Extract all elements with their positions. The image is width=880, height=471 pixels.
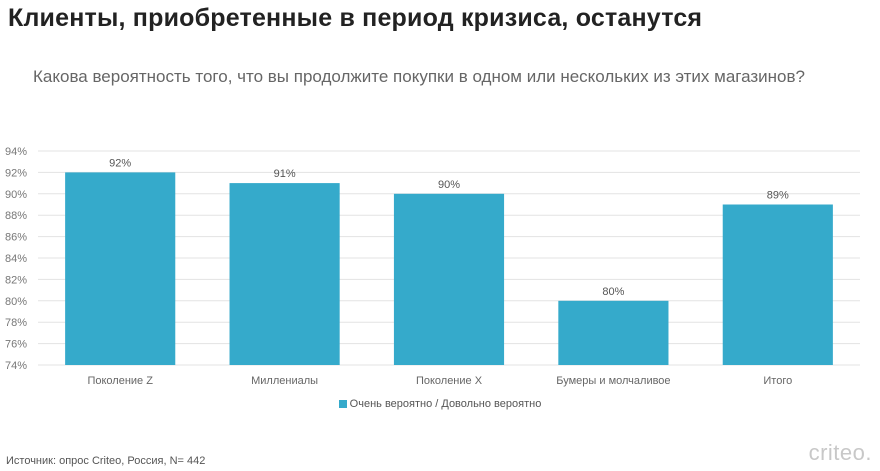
data-label: 90% [438, 179, 460, 191]
page-title: Клиенты, приобретенные в период кризиса,… [8, 4, 703, 32]
y-tick-label: 90% [5, 189, 27, 201]
bar [65, 172, 176, 365]
y-tick-label: 76% [5, 339, 27, 351]
source-note: Источник: опрос Criteo, Россия, N= 442 [6, 455, 206, 467]
legend-swatch [338, 400, 347, 408]
x-tick-label: Бумеры и молчаливое [556, 375, 670, 387]
y-tick-label: 78% [5, 317, 27, 329]
bar-chart: 74% 76% 78% 80% 82% 84% 86% 88% 90% 92% 94% 92% Поко… [5, 146, 860, 387]
data-label: 89% [767, 190, 789, 202]
y-tick-label: 80% [5, 296, 27, 308]
bar [393, 193, 505, 365]
legend: Очень вероятно / Довольно вероятно [0, 398, 880, 410]
data-label: 91% [274, 168, 296, 180]
bar [229, 183, 340, 365]
criteo-logo: criteo. [808, 440, 872, 465]
chart-question: Какова вероятность того, что вы продолжи… [33, 67, 805, 86]
bar [558, 300, 669, 365]
data-label: 80% [602, 286, 624, 298]
y-tick-label: 74% [5, 360, 27, 372]
legend-label: Очень вероятно / Довольно вероятно [349, 398, 542, 410]
y-tick-label: 94% [5, 146, 27, 158]
y-tick-label: 84% [5, 253, 27, 265]
x-tick-label: Поколение Z [87, 375, 153, 387]
x-tick-label: Миллениалы [251, 375, 318, 387]
x-tick-label: Итого [763, 375, 792, 387]
bar [722, 204, 833, 365]
y-tick-label: 86% [5, 232, 27, 244]
y-tick-label: 88% [5, 210, 27, 222]
y-tick-label: 82% [5, 274, 27, 286]
x-tick-label: Поколение X [416, 375, 483, 387]
y-tick-label: 92% [5, 167, 27, 179]
data-label: 92% [109, 157, 131, 169]
